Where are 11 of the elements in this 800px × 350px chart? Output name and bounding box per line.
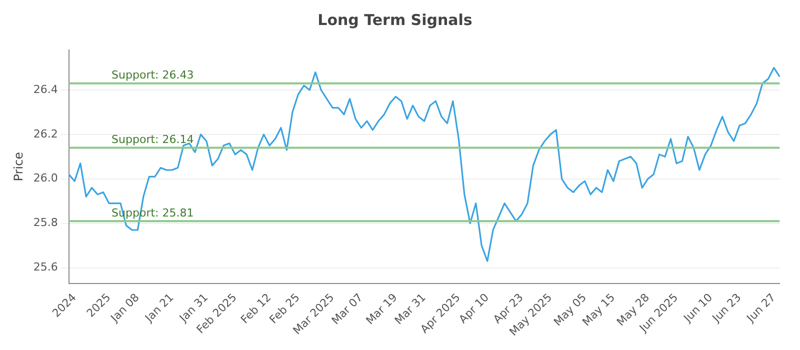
x-tick-label: Jan 21 <box>142 290 176 326</box>
y-tick-label: 25.6 <box>33 260 58 274</box>
y-tick-label: 26.4 <box>33 82 58 96</box>
y-tick-label: 26.0 <box>33 172 58 185</box>
ref-line-label: Support: 26.43 <box>112 68 194 82</box>
chart-title: Long Term Signals <box>318 10 472 29</box>
x-tick-label: Jun 27 <box>744 290 778 326</box>
y-axis-title: Price <box>11 152 26 182</box>
y-tick-label: 25.8 <box>33 216 58 230</box>
y-tick-label: 26.2 <box>33 127 58 140</box>
ref-line-label: Support: 26.14 <box>112 133 194 146</box>
